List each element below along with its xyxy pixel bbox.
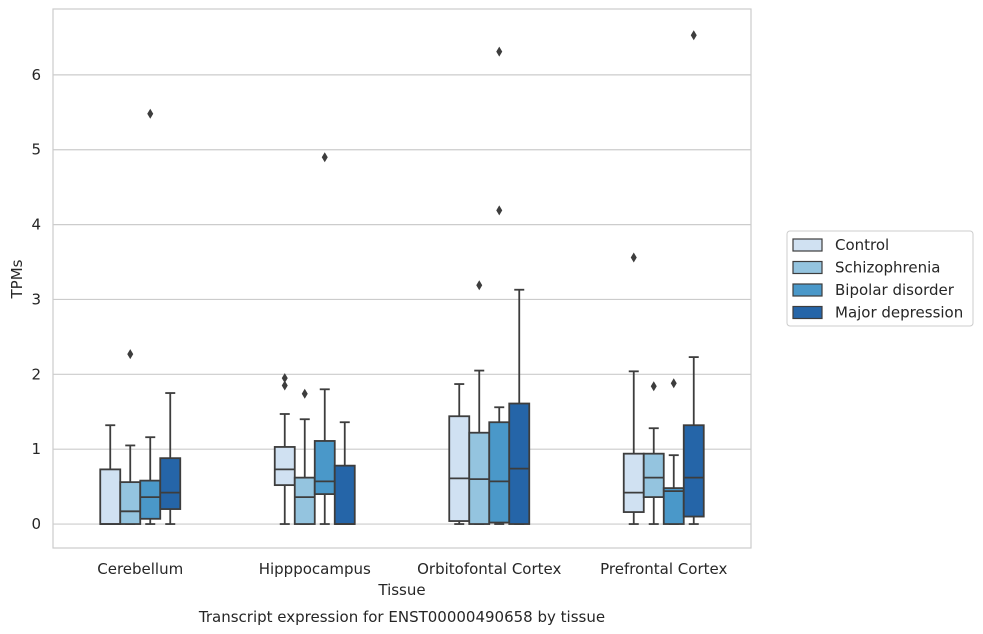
box-1-2	[468, 280, 491, 525]
box-2-2	[488, 46, 511, 525]
box-iqr	[622, 452, 645, 513]
box-iqr	[508, 402, 531, 525]
outlier-point	[281, 373, 288, 384]
box-3-0	[159, 392, 182, 525]
outlier-point	[496, 205, 503, 216]
outlier-point	[301, 388, 308, 399]
outlier-point	[690, 30, 697, 41]
box-iqr	[139, 479, 162, 520]
box-0-3	[622, 252, 645, 525]
x-tick-label: Prefrontal Cortex	[600, 560, 727, 578]
box-1-1	[293, 388, 316, 525]
legend-label: Schizophrenia	[835, 259, 940, 277]
box-2-0	[139, 108, 162, 525]
outlier-point	[321, 152, 328, 163]
legend-swatch	[792, 238, 823, 252]
box-iqr	[333, 464, 356, 525]
box-iqr	[682, 424, 705, 518]
box-iqr	[293, 476, 316, 525]
outlier-point	[281, 380, 288, 391]
outlier-point	[147, 108, 154, 119]
legend: Control Schizophrenia Bipolar disorder Majo…	[786, 230, 974, 327]
y-tick-label: 1	[31, 440, 41, 458]
legend-swatch	[792, 283, 823, 297]
legend-label: Control	[835, 236, 889, 254]
y-axis-label: TPMs	[8, 259, 26, 299]
outlier-point	[127, 349, 134, 360]
y-tick-label: 0	[31, 515, 41, 533]
y-tick-label: 2	[31, 365, 41, 383]
y-tick-label: 3	[31, 290, 41, 308]
outlier-point	[670, 378, 677, 389]
box-iqr	[488, 421, 511, 524]
x-axis-label: Tissue	[377, 581, 425, 599]
box-iqr	[273, 446, 296, 487]
outlier-point	[496, 46, 503, 57]
x-axis-ticks: Cerebellum Hipppocampus Orbitofontal Corte…	[97, 560, 727, 578]
y-tick-label: 4	[31, 216, 41, 234]
box-3-2	[508, 288, 531, 525]
box-0-0	[99, 424, 122, 525]
box-3-1	[333, 421, 356, 525]
legend-label: Bipolar disorder	[835, 281, 955, 299]
box-2-3	[662, 378, 685, 525]
box-0-1	[273, 373, 296, 525]
legend-frame	[786, 230, 974, 327]
box-3-3	[682, 30, 705, 525]
plot-area-frame	[52, 8, 752, 549]
legend-label: Major depression	[835, 304, 963, 322]
box-1-3	[642, 381, 665, 525]
outlier-point	[650, 381, 657, 392]
box-iqr	[642, 452, 665, 498]
box-iqr	[99, 468, 122, 525]
box-series	[99, 30, 705, 525]
chart-caption: Transcript expression for ENST0000049065…	[198, 608, 605, 626]
legend-swatch	[792, 305, 823, 320]
box-iqr	[313, 440, 336, 495]
outlier-point	[630, 252, 637, 263]
x-tick-label: Cerebellum	[97, 560, 183, 578]
x-tick-label: Hipppocampus	[259, 560, 371, 578]
box-1-0	[119, 349, 142, 525]
y-tick-label: 6	[31, 66, 41, 84]
box-2-1	[313, 152, 336, 525]
legend-swatch	[792, 260, 823, 275]
box-iqr	[159, 457, 182, 510]
outlier-point	[476, 280, 483, 291]
x-tick-label: Orbitofontal Cortex	[417, 560, 561, 578]
box-iqr	[119, 481, 142, 525]
box-iqr	[662, 487, 685, 525]
box-iqr	[448, 415, 471, 522]
y-tick-label: 5	[31, 141, 41, 159]
y-axis-ticks: 0 1 2 3 4 5 6	[31, 66, 41, 533]
